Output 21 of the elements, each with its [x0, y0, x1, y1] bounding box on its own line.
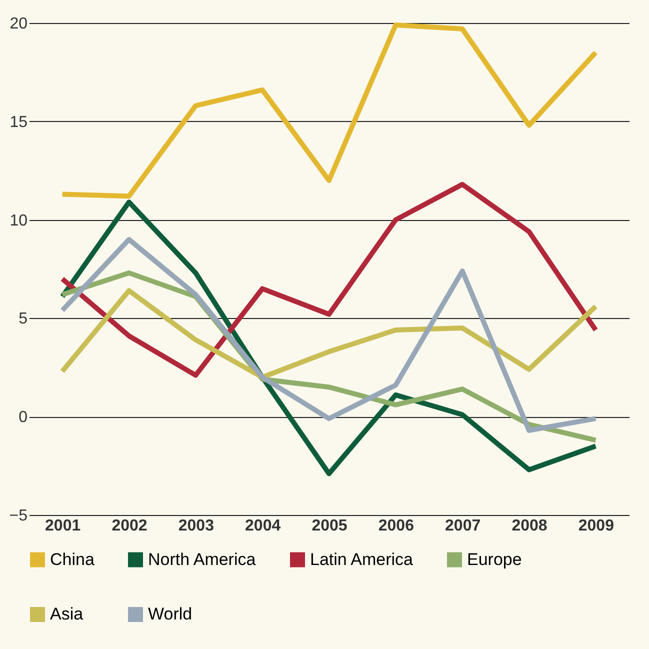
y-tick-label: −5: [9, 508, 28, 524]
x-tick-label: 2001: [45, 518, 81, 534]
x-tick-label: 2004: [245, 518, 281, 534]
x-tick-label: 2005: [312, 518, 348, 534]
x-tick-label: 2008: [512, 518, 548, 534]
legend-label: Asia: [50, 604, 84, 624]
x-tick-label: 2003: [178, 518, 214, 534]
y-tick-label: 10: [10, 212, 28, 230]
x-tick-label: 2009: [578, 518, 614, 534]
legend-label: China: [50, 550, 95, 569]
legend-label: Latin America: [310, 550, 414, 569]
y-tick-label: 0: [18, 409, 28, 426]
legend-label: World: [148, 604, 192, 624]
y-tick-label: 15: [10, 114, 28, 131]
legend-label: North America: [148, 550, 256, 569]
y-tick-label: 20: [10, 16, 28, 32]
x-tick-label: 2006: [378, 518, 414, 534]
x-tick-label: 2002: [112, 518, 148, 534]
legend-label: Europe: [467, 550, 522, 569]
y-tick-label: 5: [18, 310, 28, 328]
x-tick-label: 2007: [445, 518, 481, 534]
